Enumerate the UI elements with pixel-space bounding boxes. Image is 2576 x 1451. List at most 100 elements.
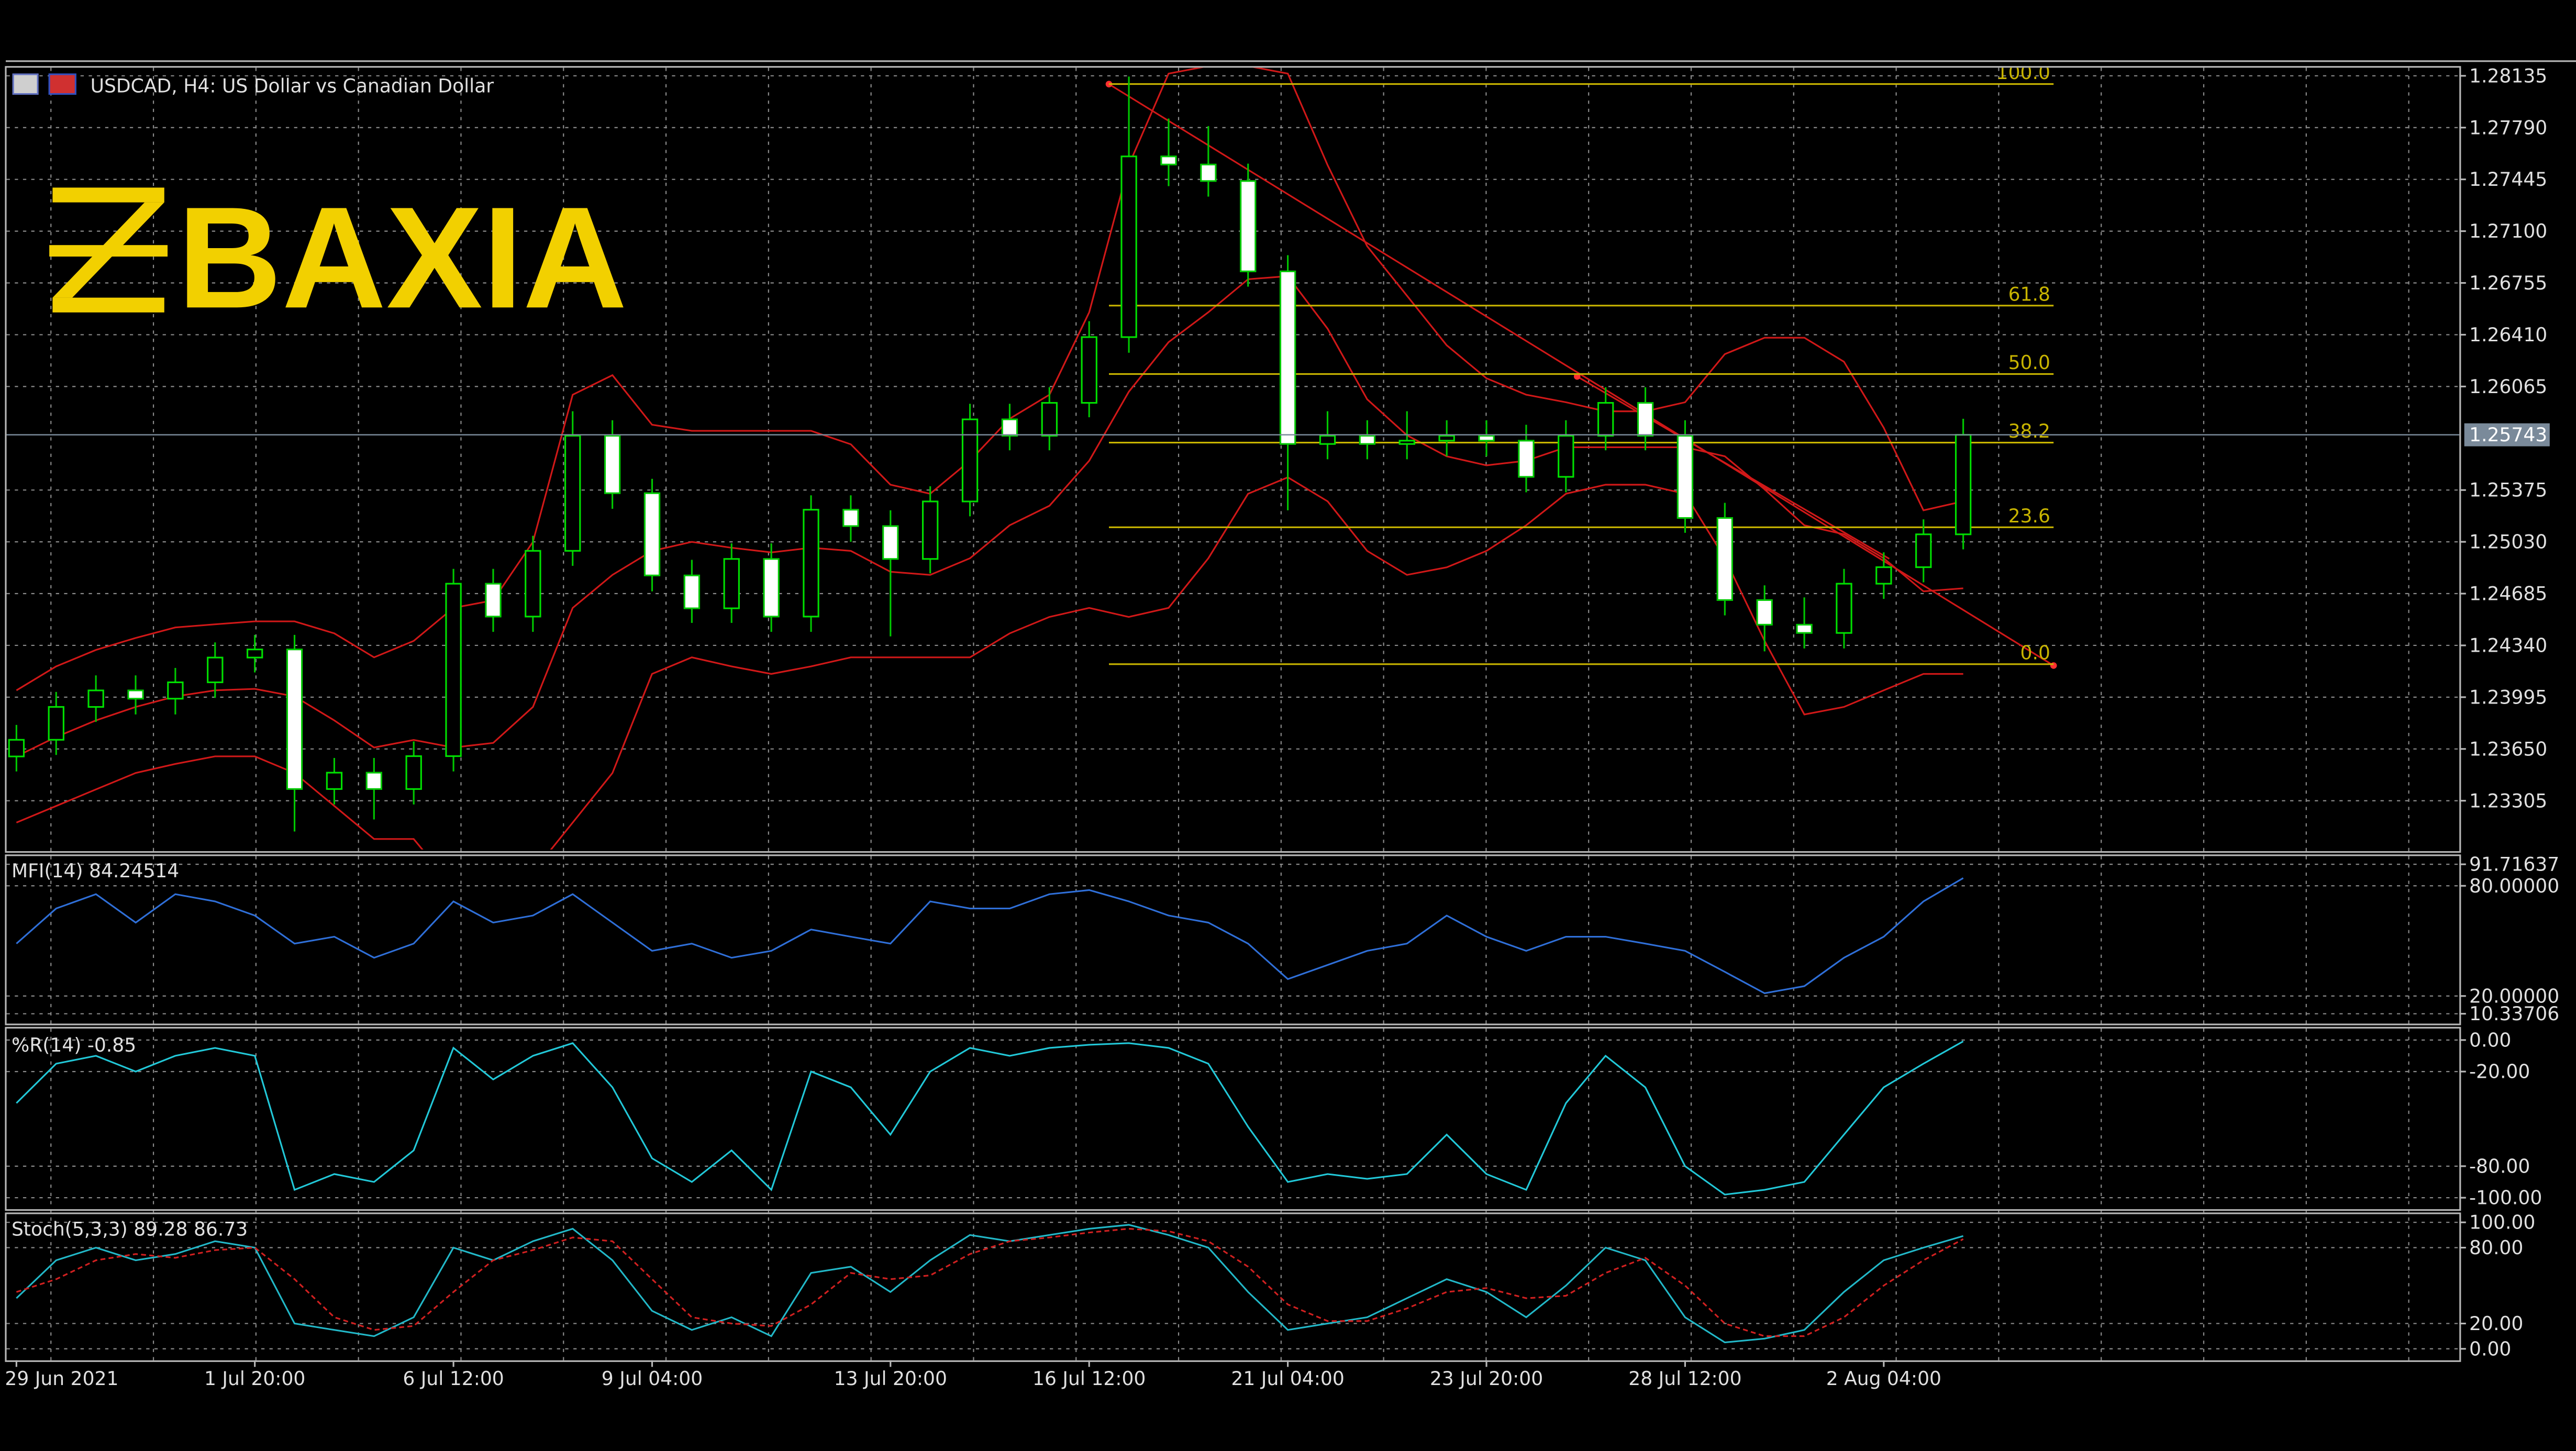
y-tick-label: -80.00 [2469, 1155, 2530, 1177]
x-tick-label: 16 Jul 12:00 [1032, 1368, 1146, 1390]
candle-body [1160, 155, 1177, 165]
y-tick-label: 1.27445 [2469, 169, 2547, 191]
candle-body [1875, 566, 1892, 585]
line [16, 1224, 1964, 1344]
fib-label: 100.0 [1996, 62, 2050, 84]
candle-body [1041, 402, 1058, 437]
y-tick-label: 1.23995 [2469, 686, 2547, 708]
x-tick-label: 21 Jul 04:00 [1231, 1368, 1344, 1390]
candle-body [286, 649, 303, 790]
candle-body [1915, 533, 1932, 568]
candle-body [1398, 440, 1415, 445]
candle-body [1120, 155, 1137, 338]
indicator-title: Stoch(5,3,3) 89.28 86.73 [12, 1218, 248, 1240]
candle-body [8, 739, 25, 757]
fib-label: 38.2 [2008, 420, 2050, 442]
x-tick-label: 2 Aug 04:00 [1826, 1368, 1941, 1390]
candle-body [1637, 402, 1654, 437]
candle-body [763, 558, 780, 618]
pane-plot [16, 1041, 1964, 1196]
price-box [2464, 423, 2550, 447]
candle-body [127, 689, 144, 700]
y-tick-label: 1.24685 [2469, 583, 2547, 605]
line [16, 275, 1963, 757]
y-tick-label: -100.00 [2469, 1187, 2542, 1209]
fib-label: 0.0 [2020, 642, 2050, 664]
y-tick-label: 1.27790 [2469, 117, 2547, 139]
main-pane [5, 66, 2461, 853]
candle-body [365, 772, 383, 790]
candle-body [525, 550, 541, 618]
y-tick-label: 10.33706 [2469, 1003, 2559, 1025]
candle-body [961, 418, 979, 503]
candle-body [1796, 623, 1813, 634]
candle-body [48, 706, 64, 741]
candle-body [1518, 440, 1535, 478]
x-tick-label: 29 Jun 2021 [5, 1368, 118, 1390]
logo: BAXIA [49, 176, 627, 338]
logo-bar [49, 245, 168, 257]
candle-body [1438, 434, 1455, 442]
logo-bar [52, 187, 164, 203]
candle-body [842, 509, 859, 527]
candle-body [1001, 418, 1018, 437]
plot-layer: 100.0 61.8 50.0 38.2 23.6 0.0 1.23305 1.23650 1.… [5, 62, 2559, 1390]
candle-body [1359, 434, 1376, 445]
candle-body [1676, 434, 1694, 519]
x-tick-label: 6 Jul 12:00 [403, 1368, 504, 1390]
y-tick-label: 1.25030 [2469, 531, 2547, 553]
x-tick-label: 1 Jul 20:00 [204, 1368, 305, 1390]
y-tick-label: 0.00 [2469, 1338, 2511, 1360]
candle-body [1319, 434, 1336, 445]
y-tick-label: 1.28135 [2469, 65, 2547, 87]
candle-body [683, 574, 701, 609]
y-tick-label: 1.23305 [2469, 790, 2547, 812]
icon [12, 73, 39, 95]
candle-body [921, 500, 939, 560]
pane-plot [16, 877, 1964, 995]
x-tick-label: 9 Jul 04:00 [602, 1368, 703, 1390]
candle-body [803, 509, 819, 618]
candle-body [1081, 336, 1097, 404]
icon [48, 73, 76, 95]
y-tick-label: 0.00 [2469, 1029, 2511, 1051]
candle-body [882, 525, 899, 560]
y-tick-label: 1.26755 [2469, 272, 2547, 294]
logo-text: BAXIA [177, 176, 627, 338]
fib-label: 50.0 [2008, 352, 2050, 374]
x-tick-label: 13 Jul 20:00 [834, 1368, 947, 1390]
candle-body [1478, 434, 1495, 442]
logo-bar [52, 297, 164, 312]
fib-label: 61.8 [2008, 283, 2050, 305]
candle-body [246, 649, 263, 658]
candle-body [326, 772, 343, 790]
y-tick-label: 1.25375 [2469, 479, 2547, 501]
y-tick-label: 100.00 [2469, 1212, 2535, 1234]
fib-label: 23.6 [2008, 505, 2050, 527]
candle-body [445, 583, 462, 757]
candle-body [207, 656, 224, 684]
stoch-pane [5, 1212, 2461, 1362]
y-tick-label: -20.00 [2469, 1061, 2530, 1083]
window-icons [12, 73, 76, 95]
candle-body [1955, 434, 1972, 535]
line [16, 877, 1964, 995]
candle-body [1836, 583, 1852, 634]
y-tick-label: 20.00000 [2469, 985, 2559, 1007]
line [16, 1041, 1964, 1196]
candle-body [723, 558, 740, 609]
candle-body [87, 689, 104, 708]
mfi-pane [5, 854, 2461, 1025]
candle-body [1558, 434, 1574, 478]
price-label: 1.25743 [2469, 424, 2547, 446]
y-tick-label: 20.00 [2469, 1313, 2523, 1335]
y-tick-label: 1.23650 [2469, 738, 2547, 760]
candle-body [1279, 270, 1296, 445]
candle-body [405, 755, 422, 790]
y-tick-label: 1.24340 [2469, 635, 2547, 657]
y-tick-label: 1.27100 [2469, 220, 2547, 242]
chart-title: USDCAD, H4: US Dollar vs Canadian Dollar [91, 75, 494, 97]
indicator-title: MFI(14) 84.24514 [12, 860, 179, 882]
pane-plot: 100.0 61.8 50.0 38.2 23.6 0.0 [6, 62, 2460, 850]
